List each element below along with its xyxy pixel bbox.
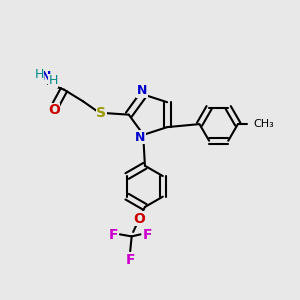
Text: F: F <box>142 228 152 242</box>
Text: CH₃: CH₃ <box>254 119 274 129</box>
Text: H: H <box>34 68 44 81</box>
Text: N: N <box>135 131 145 144</box>
Text: N: N <box>40 70 51 83</box>
Text: N: N <box>137 84 147 97</box>
Text: O: O <box>133 212 145 226</box>
Text: O: O <box>48 103 60 117</box>
Text: F: F <box>108 228 118 242</box>
Text: S: S <box>96 106 106 120</box>
Text: H: H <box>48 74 58 87</box>
Text: F: F <box>125 253 135 267</box>
